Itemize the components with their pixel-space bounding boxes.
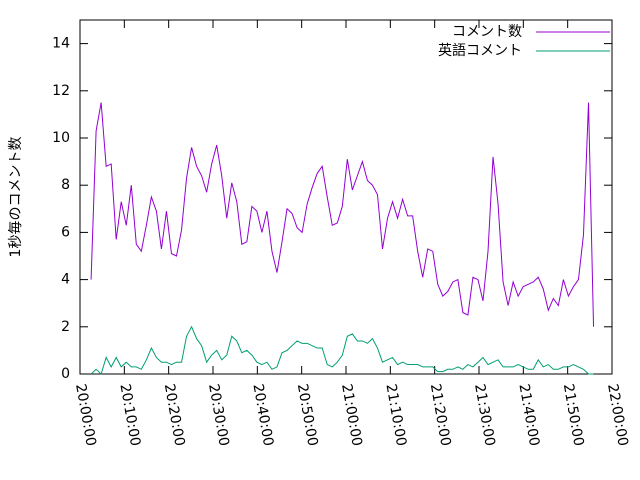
plot-border: [79, 19, 613, 375]
x-tick-label: 20:50:00: [294, 383, 321, 448]
y-tick-label: 14: [52, 36, 70, 52]
x-tick-label: 21:20:00: [427, 383, 454, 448]
x-tick-label: 21:30:00: [471, 383, 498, 448]
y-tick-label: 12: [52, 83, 70, 99]
x-tick-label: 21:10:00: [382, 383, 409, 448]
x-tick-label: 21:40:00: [515, 383, 542, 448]
x-tick-label: 21:50:00: [560, 383, 587, 448]
x-tick-label: 20:40:00: [249, 383, 276, 448]
legend-label: コメント数: [452, 24, 522, 40]
y-tick-label: 2: [61, 319, 70, 335]
y-tick-label: 6: [61, 224, 70, 240]
y-axis-label: 1秒毎のコメント数: [8, 137, 24, 258]
x-tick-label: 21:00:00: [338, 383, 365, 448]
x-tick-label: 20:00:00: [72, 383, 99, 448]
y-tick-label: 4: [61, 272, 70, 288]
y-tick-label: 0: [61, 366, 70, 382]
y-tick-label: 8: [61, 177, 70, 193]
x-tick-label: 22:00:00: [604, 383, 631, 448]
x-tick-label: 20:20:00: [161, 383, 188, 448]
x-tick-label: 20:10:00: [116, 383, 143, 448]
y-tick-label: 10: [52, 130, 70, 146]
legend-label: 英語コメント: [438, 42, 522, 59]
x-tick-label: 20:30:00: [205, 383, 232, 448]
series-line: [90, 102, 595, 327]
series-line: [90, 325, 594, 375]
